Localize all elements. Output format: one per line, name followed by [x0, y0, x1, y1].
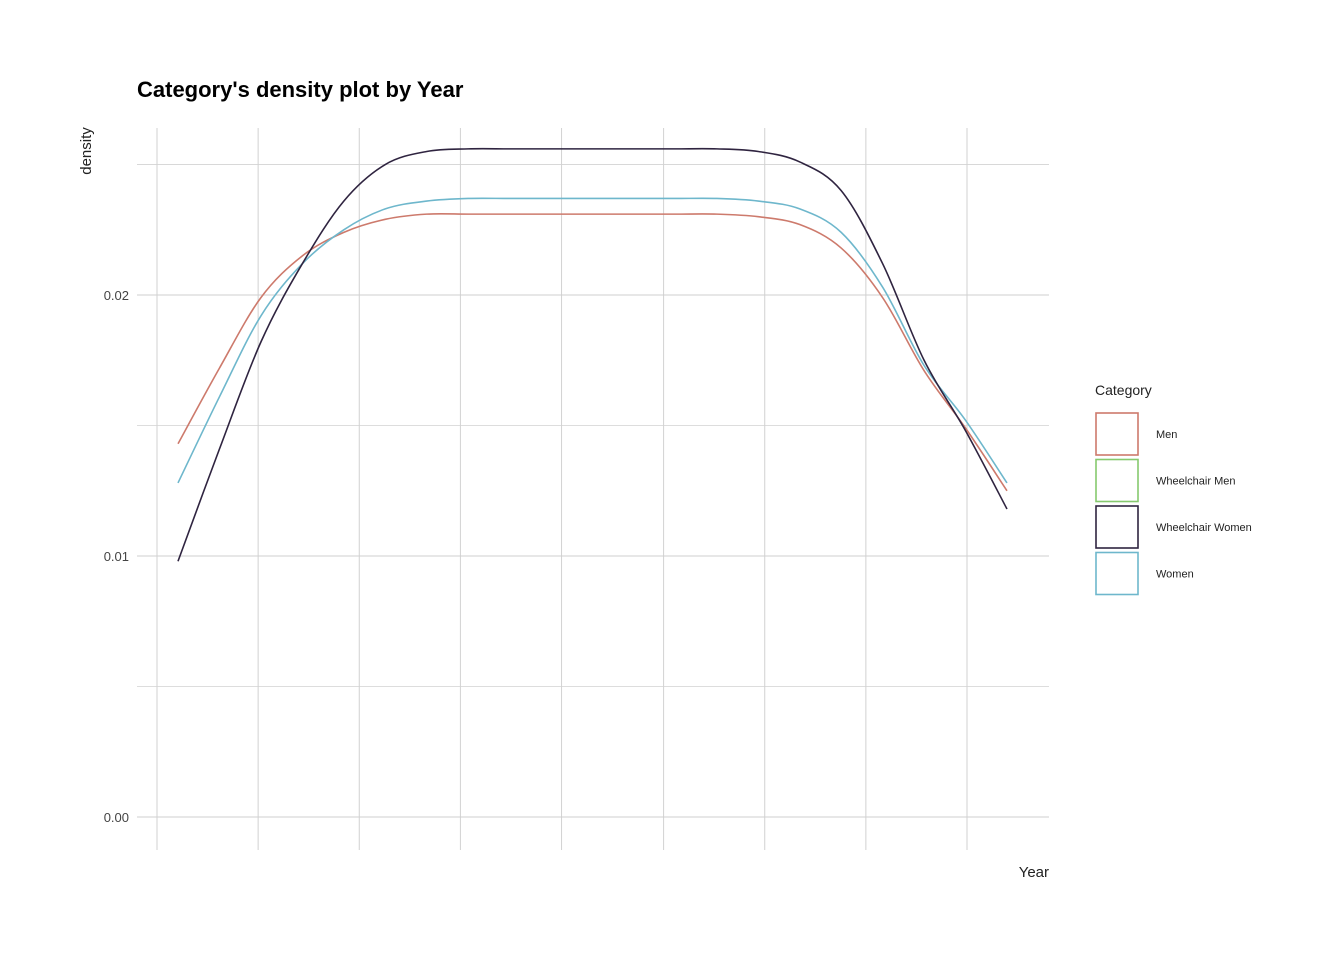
- y-tick-label: 0.00: [104, 810, 129, 825]
- legend-label: Wheelchair Men: [1156, 476, 1235, 488]
- chart-title: Category's density plot by Year: [137, 77, 464, 102]
- series-line-men: [177, 212, 1008, 492]
- y-axis-label: density: [78, 127, 95, 175]
- series-line-wheelchair-women: [177, 147, 1008, 562]
- y-tick-label: 0.01: [104, 549, 129, 564]
- legend-key-wheelchair-men: [1095, 458, 1139, 503]
- x-axis-label: Year: [1019, 864, 1049, 881]
- series-lines: [177, 147, 1008, 562]
- y-tick-label: 0.02: [104, 288, 129, 303]
- legend-title: Category: [1095, 382, 1152, 398]
- legend-label: Wheelchair Women: [1156, 522, 1252, 534]
- legend-key-men: [1095, 412, 1139, 456]
- legend: Category Men Wheelchair Men Wheelchair Wom…: [1095, 382, 1252, 596]
- legend-label: Women: [1156, 569, 1194, 581]
- legend-key-wheelchair-women: [1095, 505, 1139, 549]
- legend-label: Men: [1156, 429, 1177, 441]
- series-line-women: [177, 197, 1008, 484]
- grid: [137, 128, 1049, 850]
- y-axis-ticks: 0.00 0.01 0.02: [104, 288, 129, 825]
- legend-key-women: [1095, 551, 1139, 596]
